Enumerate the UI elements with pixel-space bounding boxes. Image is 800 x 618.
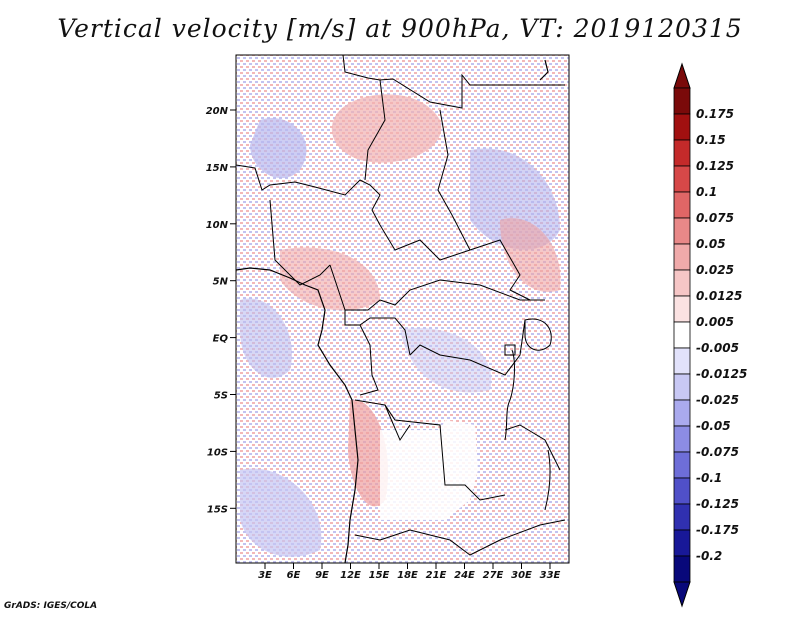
lake-victoria	[524, 318, 552, 351]
colorbar-swatch	[673, 321, 691, 349]
lon-tick-label: 33E	[540, 570, 561, 581]
colorbar-label: -0.1	[696, 471, 722, 485]
field-patch	[240, 468, 322, 557]
colorbar-label: -0.125	[696, 497, 739, 511]
colorbar-swatch	[673, 243, 691, 271]
chart-title: Vertical velocity [m/s] at 900hPa, VT: 2…	[57, 14, 743, 43]
software-credit: GrADS: IGES/COLA	[4, 601, 98, 611]
colorbar-label: -0.05	[696, 419, 731, 433]
lat-tick-label: 5N	[213, 277, 229, 288]
lake-tanganyika	[504, 349, 515, 441]
field-patch	[280, 247, 380, 311]
lon-tick-label: 15E	[369, 570, 390, 581]
field-patch	[380, 420, 478, 520]
lat-tick-label: 20N	[206, 106, 229, 117]
colorbar-bottom-arrow	[673, 581, 691, 608]
field-patch	[470, 148, 560, 250]
field-patch	[348, 399, 389, 507]
colorbar-label: 0.1	[696, 185, 717, 199]
lon-tick-label: 18E	[397, 570, 418, 581]
colorbar-swatch	[673, 555, 691, 583]
field-patch	[250, 118, 307, 179]
field-patch	[500, 218, 561, 292]
colorbar-swatch	[673, 191, 691, 219]
colorbar-swatch	[673, 477, 691, 505]
colorbar-swatch	[673, 165, 691, 193]
map-frame	[235, 54, 570, 564]
lon-tick-label: 27E	[483, 570, 504, 581]
colorbar-label: 0.05	[696, 237, 726, 251]
lon-tick-label: 30E	[511, 570, 532, 581]
colorbar-label: -0.2	[696, 549, 722, 563]
colorbar-label: 0.075	[696, 211, 734, 225]
lat-tick-label: EQ	[213, 334, 229, 345]
lat-tick-label: 10S	[207, 447, 228, 458]
colorbar-label: -0.175	[696, 523, 739, 537]
lat-tick-label: 15N	[206, 163, 229, 174]
colorbar-swatch	[673, 217, 691, 245]
colorbar-label: -0.075	[696, 445, 739, 459]
colorbar-swatch	[673, 503, 691, 531]
colorbar-label: 0.175	[696, 107, 734, 121]
lake-kivu	[504, 344, 516, 356]
field-patch	[400, 328, 492, 393]
latitude-axis: 20N 15N 10N 5N EQ 5S 10S 15S	[206, 106, 236, 515]
colorbar-swatch	[673, 347, 691, 375]
velocity-field	[236, 55, 569, 563]
colorbar-swatch	[673, 87, 691, 115]
colorbar-label: -0.025	[696, 393, 739, 407]
country-borders	[236, 55, 566, 556]
coastline	[236, 59, 549, 563]
colorbar-swatch	[673, 451, 691, 479]
colorbar: 0.175 0.15 0.125 0.1 0.075 0.05 0.025 0.0125 0.0…	[673, 62, 747, 608]
colorbar-swatch	[673, 425, 691, 453]
lat-tick-label: 10N	[206, 220, 229, 231]
lon-tick-label: 24E	[454, 570, 475, 581]
colorbar-label: 0.005	[696, 315, 734, 329]
lon-tick-label: 21E	[426, 570, 447, 581]
field-patch	[240, 298, 292, 378]
lat-tick-label: 15S	[207, 504, 228, 515]
lon-tick-label: 6E	[287, 570, 301, 581]
lake-malawi	[544, 449, 551, 511]
lat-tick-label: 5S	[214, 391, 228, 402]
colorbar-label: -0.005	[696, 341, 739, 355]
lon-tick-label: 12E	[340, 570, 361, 581]
colorbar-swatch	[673, 295, 691, 323]
colorbar-swatch	[673, 529, 691, 557]
colorbar-label: 0.15	[696, 133, 726, 147]
colorbar-swatch	[673, 113, 691, 141]
colorbar-label: 0.125	[696, 159, 734, 173]
colorbar-swatch	[673, 139, 691, 167]
colorbar-label: 0.0125	[696, 289, 742, 303]
lon-tick-label: 9E	[315, 570, 329, 581]
lon-tick-label: 3E	[258, 570, 272, 581]
colorbar-swatch	[673, 269, 691, 297]
colorbar-swatch	[673, 399, 691, 427]
longitude-axis: 3E 6E 9E 12E 15E 18E 21E 24E 27E 30E 33E	[258, 563, 561, 581]
field-patch	[331, 94, 442, 163]
lakes	[504, 318, 552, 511]
colorbar-label: -0.0125	[696, 367, 747, 381]
colorbar-swatch	[673, 373, 691, 401]
colorbar-top-arrow	[673, 62, 691, 89]
colorbar-label: 0.025	[696, 263, 734, 277]
